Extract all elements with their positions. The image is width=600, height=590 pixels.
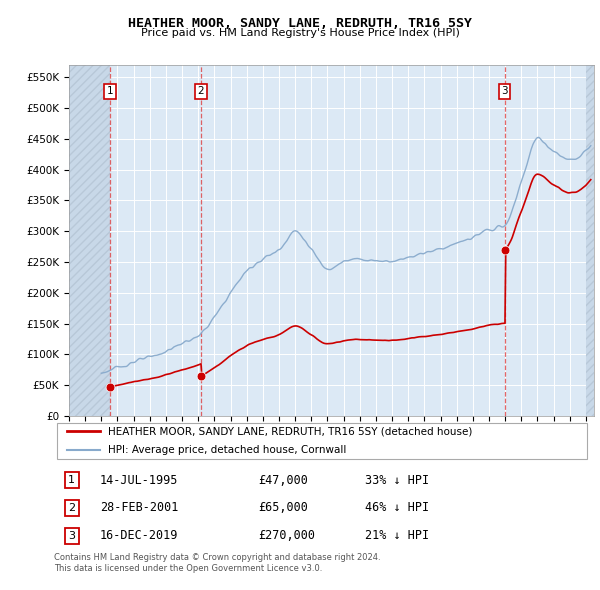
- Text: 21% ↓ HPI: 21% ↓ HPI: [365, 529, 430, 542]
- Text: 28-FEB-2001: 28-FEB-2001: [100, 502, 178, 514]
- Text: 46% ↓ HPI: 46% ↓ HPI: [365, 502, 430, 514]
- Text: 1: 1: [68, 475, 75, 485]
- Text: Price paid vs. HM Land Registry's House Price Index (HPI): Price paid vs. HM Land Registry's House …: [140, 28, 460, 38]
- Text: 2: 2: [68, 503, 75, 513]
- Text: £270,000: £270,000: [258, 529, 315, 542]
- Text: 2: 2: [197, 86, 204, 96]
- Text: 1: 1: [107, 86, 113, 96]
- Text: HEATHER MOOR, SANDY LANE, REDRUTH, TR16 5SY: HEATHER MOOR, SANDY LANE, REDRUTH, TR16 …: [128, 17, 472, 30]
- Text: 14-JUL-1995: 14-JUL-1995: [100, 474, 178, 487]
- Text: HPI: Average price, detached house, Cornwall: HPI: Average price, detached house, Corn…: [108, 445, 346, 455]
- Text: Contains HM Land Registry data © Crown copyright and database right 2024.
This d: Contains HM Land Registry data © Crown c…: [54, 553, 380, 573]
- Bar: [586, 65, 594, 416]
- Bar: [69, 65, 110, 416]
- Point: [105, 382, 115, 392]
- Text: £65,000: £65,000: [258, 502, 308, 514]
- Text: £47,000: £47,000: [258, 474, 308, 487]
- Text: 33% ↓ HPI: 33% ↓ HPI: [365, 474, 430, 487]
- Point: [196, 371, 206, 381]
- Text: 16-DEC-2019: 16-DEC-2019: [100, 529, 178, 542]
- Text: 3: 3: [501, 86, 508, 96]
- Text: HEATHER MOOR, SANDY LANE, REDRUTH, TR16 5SY (detached house): HEATHER MOOR, SANDY LANE, REDRUTH, TR16 …: [108, 427, 472, 436]
- FancyBboxPatch shape: [56, 423, 587, 460]
- Point: [500, 245, 509, 254]
- Text: 3: 3: [68, 531, 75, 541]
